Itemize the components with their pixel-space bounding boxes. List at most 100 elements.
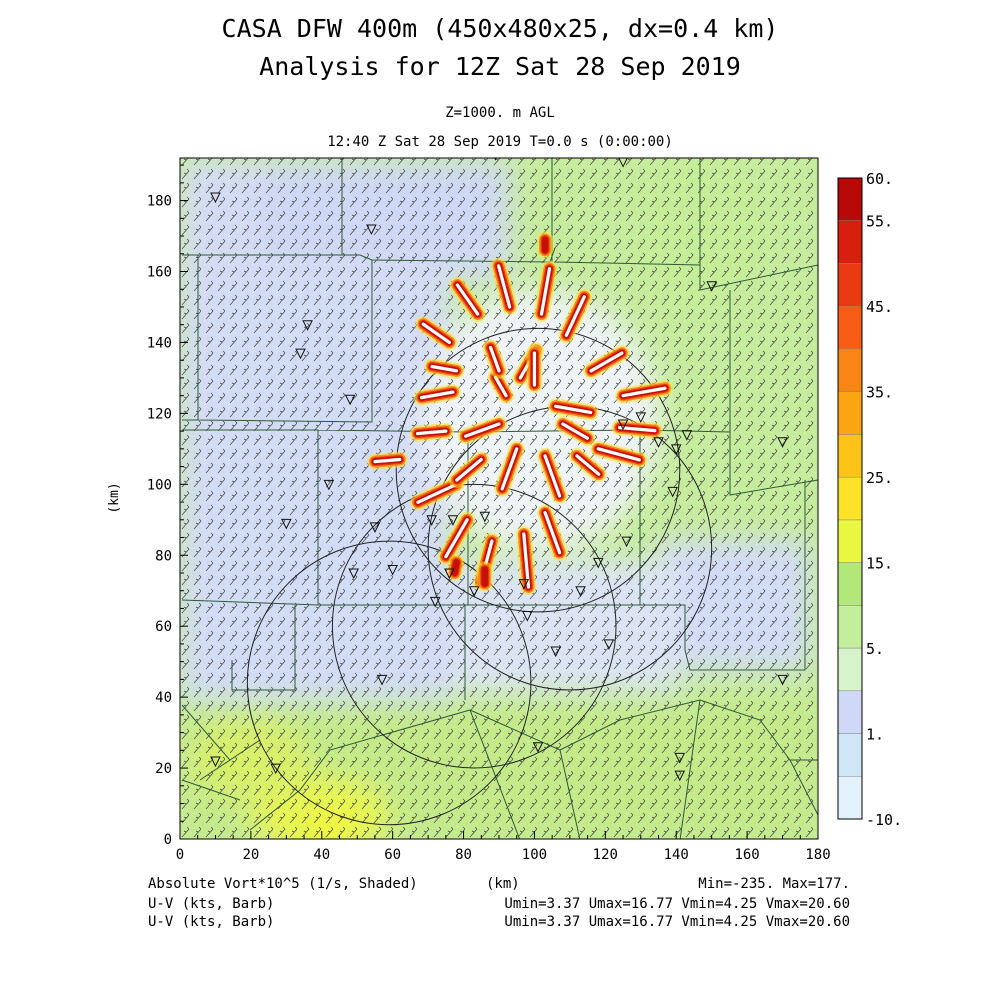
radar-ring-3 [331, 483, 617, 769]
vorticity-spoke-28 [554, 416, 596, 447]
radar-rings [246, 327, 713, 826]
vorticity-spoke-24 [448, 451, 490, 489]
vorticity-spoke-15 [533, 260, 558, 323]
station-marker-38 [444, 568, 455, 580]
vorticity-spoke-27 [547, 398, 599, 421]
station-marker-21 [468, 586, 480, 597]
colorbar-box-13 [837, 263, 863, 307]
station-marker-8 [777, 437, 788, 448]
vorticity-spoke-11 [611, 419, 663, 439]
plot-area [180, 158, 818, 839]
station-marker-36 [532, 742, 544, 753]
station-marker-13 [653, 437, 664, 448]
x-tick-label-120: 120 [593, 847, 618, 863]
vorticity-spoke-30 [446, 554, 465, 581]
vorticity-spoke-20 [512, 342, 545, 386]
radar-ring-1 [395, 327, 681, 613]
station-marker-6 [618, 158, 628, 168]
colorbar-box-1 [837, 776, 863, 820]
colorbar-label-4: 15. [866, 555, 893, 573]
colorbar-box-3 [837, 690, 863, 734]
footer-field-wind-1: U-V (kts, Barb) [148, 896, 275, 912]
y-tick-label-140: 140 [147, 335, 172, 351]
vorticity-spoke-9 [568, 447, 607, 483]
colorbar-box-10 [837, 391, 863, 435]
vorticity-spoke-3 [367, 451, 408, 470]
colorbar-box-8 [837, 476, 863, 521]
station-marker-3 [302, 320, 313, 331]
vorticity-spoke-8 [537, 504, 568, 561]
station-marker-29 [667, 486, 678, 498]
station-marker-30 [674, 752, 686, 764]
chart-subtitle: Analysis for 12Z Sat 28 Sep 2019 [259, 52, 741, 81]
station-marker-40 [344, 394, 356, 406]
colorbar-box-2 [837, 733, 863, 777]
station-marker-35 [376, 674, 388, 686]
station-marker-14 [281, 518, 292, 530]
vorticity-spoke-25 [494, 440, 525, 497]
x-axis-label: (km) [486, 876, 520, 892]
vorticity-spoke-13 [583, 345, 630, 379]
y-tick-label-120: 120 [147, 406, 172, 422]
time-label: 12:40 Z Sat 28 Sep 2019 T=0.0 s (0:00:00… [327, 134, 673, 150]
field-background [180, 158, 818, 839]
station-marker-12 [681, 430, 693, 441]
station-marker-5 [494, 158, 497, 161]
x-tick-label-160: 160 [734, 847, 759, 863]
station-marker-1 [210, 192, 221, 204]
x-tick-label-60: 60 [384, 847, 401, 863]
colorbar-box-9 [837, 434, 863, 478]
station-marker-25 [592, 557, 604, 569]
colorbar-box-6 [837, 562, 863, 606]
station-marker-23 [522, 611, 533, 622]
footer-wind-range-2: Umin=3.37 Umax=16.77 Vmin=4.25 Vmax=20.6… [504, 914, 850, 930]
colorbar-box-12 [837, 305, 863, 350]
vorticity-spoke-29 [482, 339, 507, 379]
colorbar-box-11 [837, 348, 863, 392]
colorbar-label-7: 45. [866, 298, 893, 316]
colorbar-box-4 [837, 647, 863, 692]
colorbar-label-1: -10. [866, 811, 902, 829]
vorticity-spoke-14 [558, 288, 593, 344]
colorbar-box-5 [837, 605, 863, 649]
station-marker-15 [323, 479, 335, 491]
colorbar-label-6: 35. [866, 384, 893, 402]
x-tick-label-180: 180 [805, 847, 830, 863]
x-tick-label-80: 80 [455, 847, 472, 863]
level-label: Z=1000. m AGL [445, 105, 555, 121]
colorbar-label-5: 25. [866, 469, 893, 487]
radar-ring-2 [427, 405, 713, 691]
vorticity-spoke-7 [515, 525, 537, 595]
station-marker-10 [635, 412, 647, 424]
y-tick-label-40: 40 [155, 690, 172, 706]
footer-field-wind-2: U-V (kts, Barb) [148, 914, 275, 930]
footer-minmax: Min=-235. Max=177. [698, 876, 850, 892]
vorticity-spoke-19 [424, 358, 465, 379]
colorbar: -10. 1. 5. 15. 25. 35. 45. 55. 60. [837, 170, 902, 829]
y-tick-label-60: 60 [155, 619, 172, 635]
plot-frame [179, 157, 819, 840]
vorticity-spoke-23 [457, 416, 507, 445]
station-marker-9 [617, 419, 629, 431]
station-marker-17 [447, 515, 459, 526]
footer-wind-range-1: Umin=3.37 Umax=16.77 Vmin=4.25 Vmax=20.6… [504, 896, 850, 912]
station-marker-18 [387, 564, 398, 576]
station-marker-31 [674, 770, 686, 782]
colorbar-label-9: 60. [866, 170, 893, 188]
colorbar-label-2: 1. [866, 726, 884, 744]
station-marker-28 [603, 639, 615, 651]
station-marker-27 [550, 646, 562, 658]
wind-barbs [180, 158, 818, 839]
station-marker-37 [348, 568, 359, 580]
station-marker-11 [670, 444, 682, 455]
colorbar-frame [837, 177, 863, 820]
y-tick-label-100: 100 [147, 477, 172, 493]
station-markers [210, 158, 788, 782]
station-marker-33 [210, 756, 221, 768]
station-marker-20 [479, 511, 491, 523]
x-tick-label-140: 140 [664, 847, 689, 863]
axes: 0 20 40 60 80 100 120 140 160 180 0 20 40 60 80 100 120 1… [147, 164, 831, 863]
radar-ring-4 [246, 540, 532, 826]
station-marker-22 [518, 579, 530, 590]
